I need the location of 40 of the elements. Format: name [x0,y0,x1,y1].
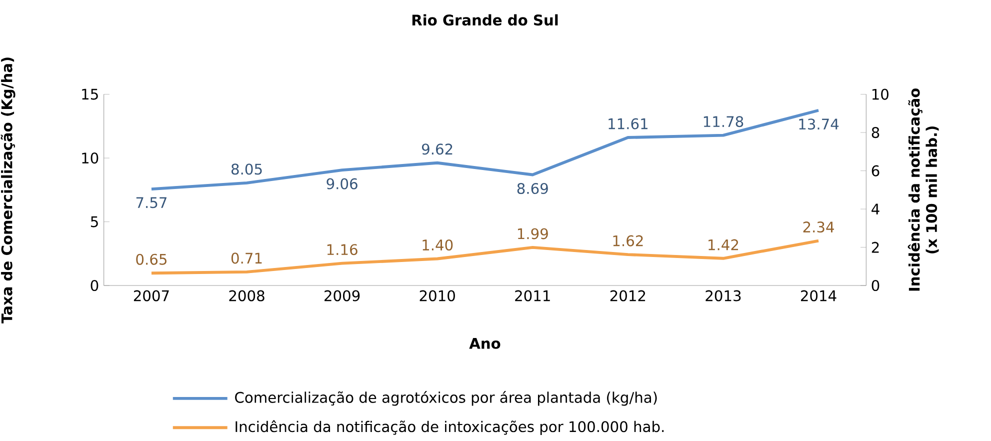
data-label: 1.42 [708,239,738,250]
data-label: 9.06 [326,178,358,190]
y2-tick-label: 2 [872,242,879,253]
legend-label: Incidência da notificação de intoxicações por 100.000 hab. [236,420,664,436]
data-label: 11.78 [704,116,744,128]
x-tick-label: 2014 [800,290,836,302]
data-label: 1.99 [518,228,548,240]
y2-tick-label: 4 [872,204,880,214]
y2-tick-label: 0 [872,280,880,292]
data-label: 7.57 [136,197,166,208]
y-tick-label: 5 [90,216,98,228]
legend-label: Comercialização de agrotóxicos por área plantada (kg/ha) [235,391,657,406]
x-axis-title: Ano [469,338,500,349]
data-label: 13.74 [799,118,839,130]
data-label: 0.71 [231,252,262,264]
chart-title: Rio Grande do Sul [412,14,558,26]
x-tick-label: 2009 [324,290,360,302]
data-label: 11.61 [608,118,648,130]
data-label: 2.34 [803,222,834,233]
data-label: 9.62 [422,144,452,155]
y-tick-label: 15 [82,88,98,100]
y-tick-label: 0 [90,280,98,292]
y2-tick-label: 6 [872,165,880,176]
data-label: 8.05 [232,164,262,175]
x-tick-label: 2012 [610,290,646,302]
data-label: 1.40 [422,240,453,251]
data-label: 0.65 [136,254,166,265]
x-tick-label: 2007 [134,290,169,302]
y2-axis-title: Incidência da notificação (x 100 mil hab.) [908,88,939,291]
data-label: 1.16 [327,244,358,256]
y-axis-title: Taxa de Comercialização (Kg/ha) [0,58,16,324]
x-tick-label: 2010 [420,290,455,302]
y2-tick-label: 8 [872,127,880,138]
x-tick-label: 2008 [229,290,264,302]
x-tick-label: 2013 [706,290,741,302]
y2-tick-label: 10 [872,88,888,100]
y-tick-label: 10 [82,152,98,164]
x-tick-label: 2011 [515,290,550,302]
data-label: 8.69 [517,183,548,194]
data-label: 1.62 [613,235,643,246]
